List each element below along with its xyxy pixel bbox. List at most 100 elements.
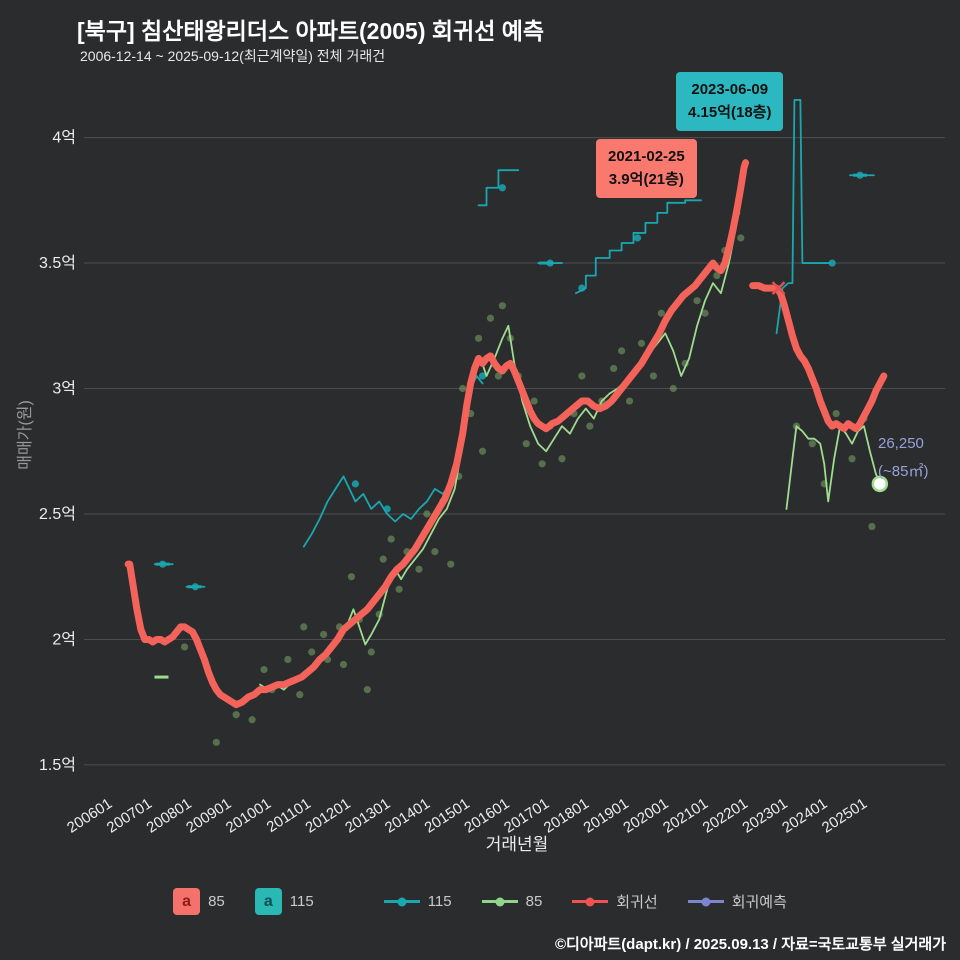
latest-price-value: 26,250 [878,435,924,452]
scatter-dot-85 [693,297,701,305]
page-title: [북구] 침산태왕리더스 아파트(2005) 회귀선 예측 [77,18,545,44]
legend-line-icon [481,897,518,906]
x-tick-label: 201501 [422,795,473,837]
x-tick-label: 200901 [183,795,234,837]
latest-price-area: (~85㎡) [878,462,929,480]
y-tick-label: 3.5억 [39,254,76,272]
scatter-dot-85 [415,565,423,573]
x-tick-label: 202501 [819,795,870,837]
legend-colorbox-icon: a [173,888,201,915]
scatter-dot-85 [586,422,594,430]
legend-item-115-2: 115 [383,893,452,910]
scatter-dot-85 [387,535,395,543]
legend-label: 85 [208,893,225,910]
legend-dot-icon [397,897,407,906]
annotation-115-date: 2023-06-09 [691,81,769,98]
scatter-dot-85 [808,440,816,448]
legend-label: 115 [289,893,314,910]
scatter-dot-115 [478,372,487,380]
scatter-dot-85 [522,440,530,448]
annotation-regression-date: 2021-02-25 [608,148,685,165]
x-tick-label: 201201 [302,795,353,837]
series-85 [785,425,881,510]
y-tick-label: 1.5억 [39,756,76,774]
scatter-dot-85 [459,384,467,393]
y-axis-title: 매매가(원) [16,400,34,470]
legend-item-회귀예측-5: 회귀예측 [687,891,787,912]
scatter-dot-85 [232,711,240,719]
scatter-dot-85 [637,339,646,347]
scatter-dot-115 [351,480,359,488]
legend-label: 85 [525,893,543,910]
scatter-dot-85 [649,372,657,380]
annotation-regression-price: 3.9억(21층) [608,171,684,189]
scatter-dot-85 [578,372,586,380]
series-115 [575,199,702,295]
scatter-dot-85 [431,548,439,556]
scatter-dot-85 [486,314,495,322]
x-tick-label: 201801 [541,795,592,837]
legend: a 85 a 115 115 85 회귀선 회귀예측 [0,888,960,915]
scatter-dot-115 [498,184,507,192]
scatter-dot-85 [478,447,487,455]
scatter-dot-115 [828,259,836,267]
legend-line-icon [687,897,724,906]
scatter-dot-85 [447,560,455,568]
annotation-115-peak: 2023-06-09 4.15억(18층) [676,72,784,131]
series-85 [259,166,746,691]
legend-line-icon [383,897,420,906]
x-tick-label: 201001 [223,795,274,837]
x-tick-label: 201701 [501,795,552,837]
scatter-dot-85 [701,309,709,317]
scatter-dot-85 [538,460,546,468]
legend-dot-icon [495,897,505,906]
scatter-dot-85 [625,397,634,405]
scatter-dot-85 [248,716,256,724]
x-tick-label: 201901 [581,795,632,837]
series-115 [477,169,520,207]
x-tick-label: 201401 [382,795,433,837]
scatter-dot-85 [180,643,189,651]
scatter-dot-85 [260,665,268,674]
x-marker [771,281,786,296]
x-tick-label: 202201 [700,795,751,837]
scatter-dot-85 [395,585,403,593]
scatter-dot-85 [296,691,304,699]
series-회귀선 [124,159,750,709]
legend-label: 115 [427,893,452,910]
scatter-dot-85 [737,234,745,242]
legend-label: 회귀예측 [731,894,787,911]
annotation-115-price: 4.15억(18층) [688,104,772,122]
scatter-dot-85 [713,271,721,280]
scatter-dot-85 [300,623,308,631]
scatter-dot-85 [558,455,566,463]
x-tick-label: 202301 [739,795,790,837]
scatter-dot-85 [363,686,371,694]
legend-line-icon [572,897,609,906]
legend-item-115-1: a 115 [254,888,314,915]
scatter-dot-85 [347,573,356,581]
annotation-regression-peak: 2021-02-25 3.9억(21층) [596,139,697,198]
legend-dot-icon [585,897,595,906]
scatter-dot-85 [320,630,328,639]
y-tick-label: 2억 [52,630,76,648]
scatter-dot-85 [339,660,348,669]
x-axis-title: 거래년월 [486,835,549,854]
legend-item-85-3: 85 [481,893,543,910]
scatter-dot-85 [498,302,507,310]
x-tick-label: 200801 [143,795,194,837]
x-tick-label: 200601 [64,795,115,837]
scatter-dot-85 [832,410,840,418]
scatter-dot-85 [474,334,483,342]
scatter-dot-85 [530,397,538,405]
latest-price-label: 26,250 (~85㎡) [878,430,956,486]
scatter-dot-115 [633,234,642,242]
scatter-dot-85 [617,347,626,355]
y-tick-label: 2.5억 [39,505,76,523]
x-tick-label: 202101 [660,795,711,837]
series-회귀선 [749,282,888,433]
scatter-dot-85 [848,455,856,463]
legend-item-회귀선-4: 회귀선 [572,891,658,912]
scatter-dot-85 [494,372,503,380]
